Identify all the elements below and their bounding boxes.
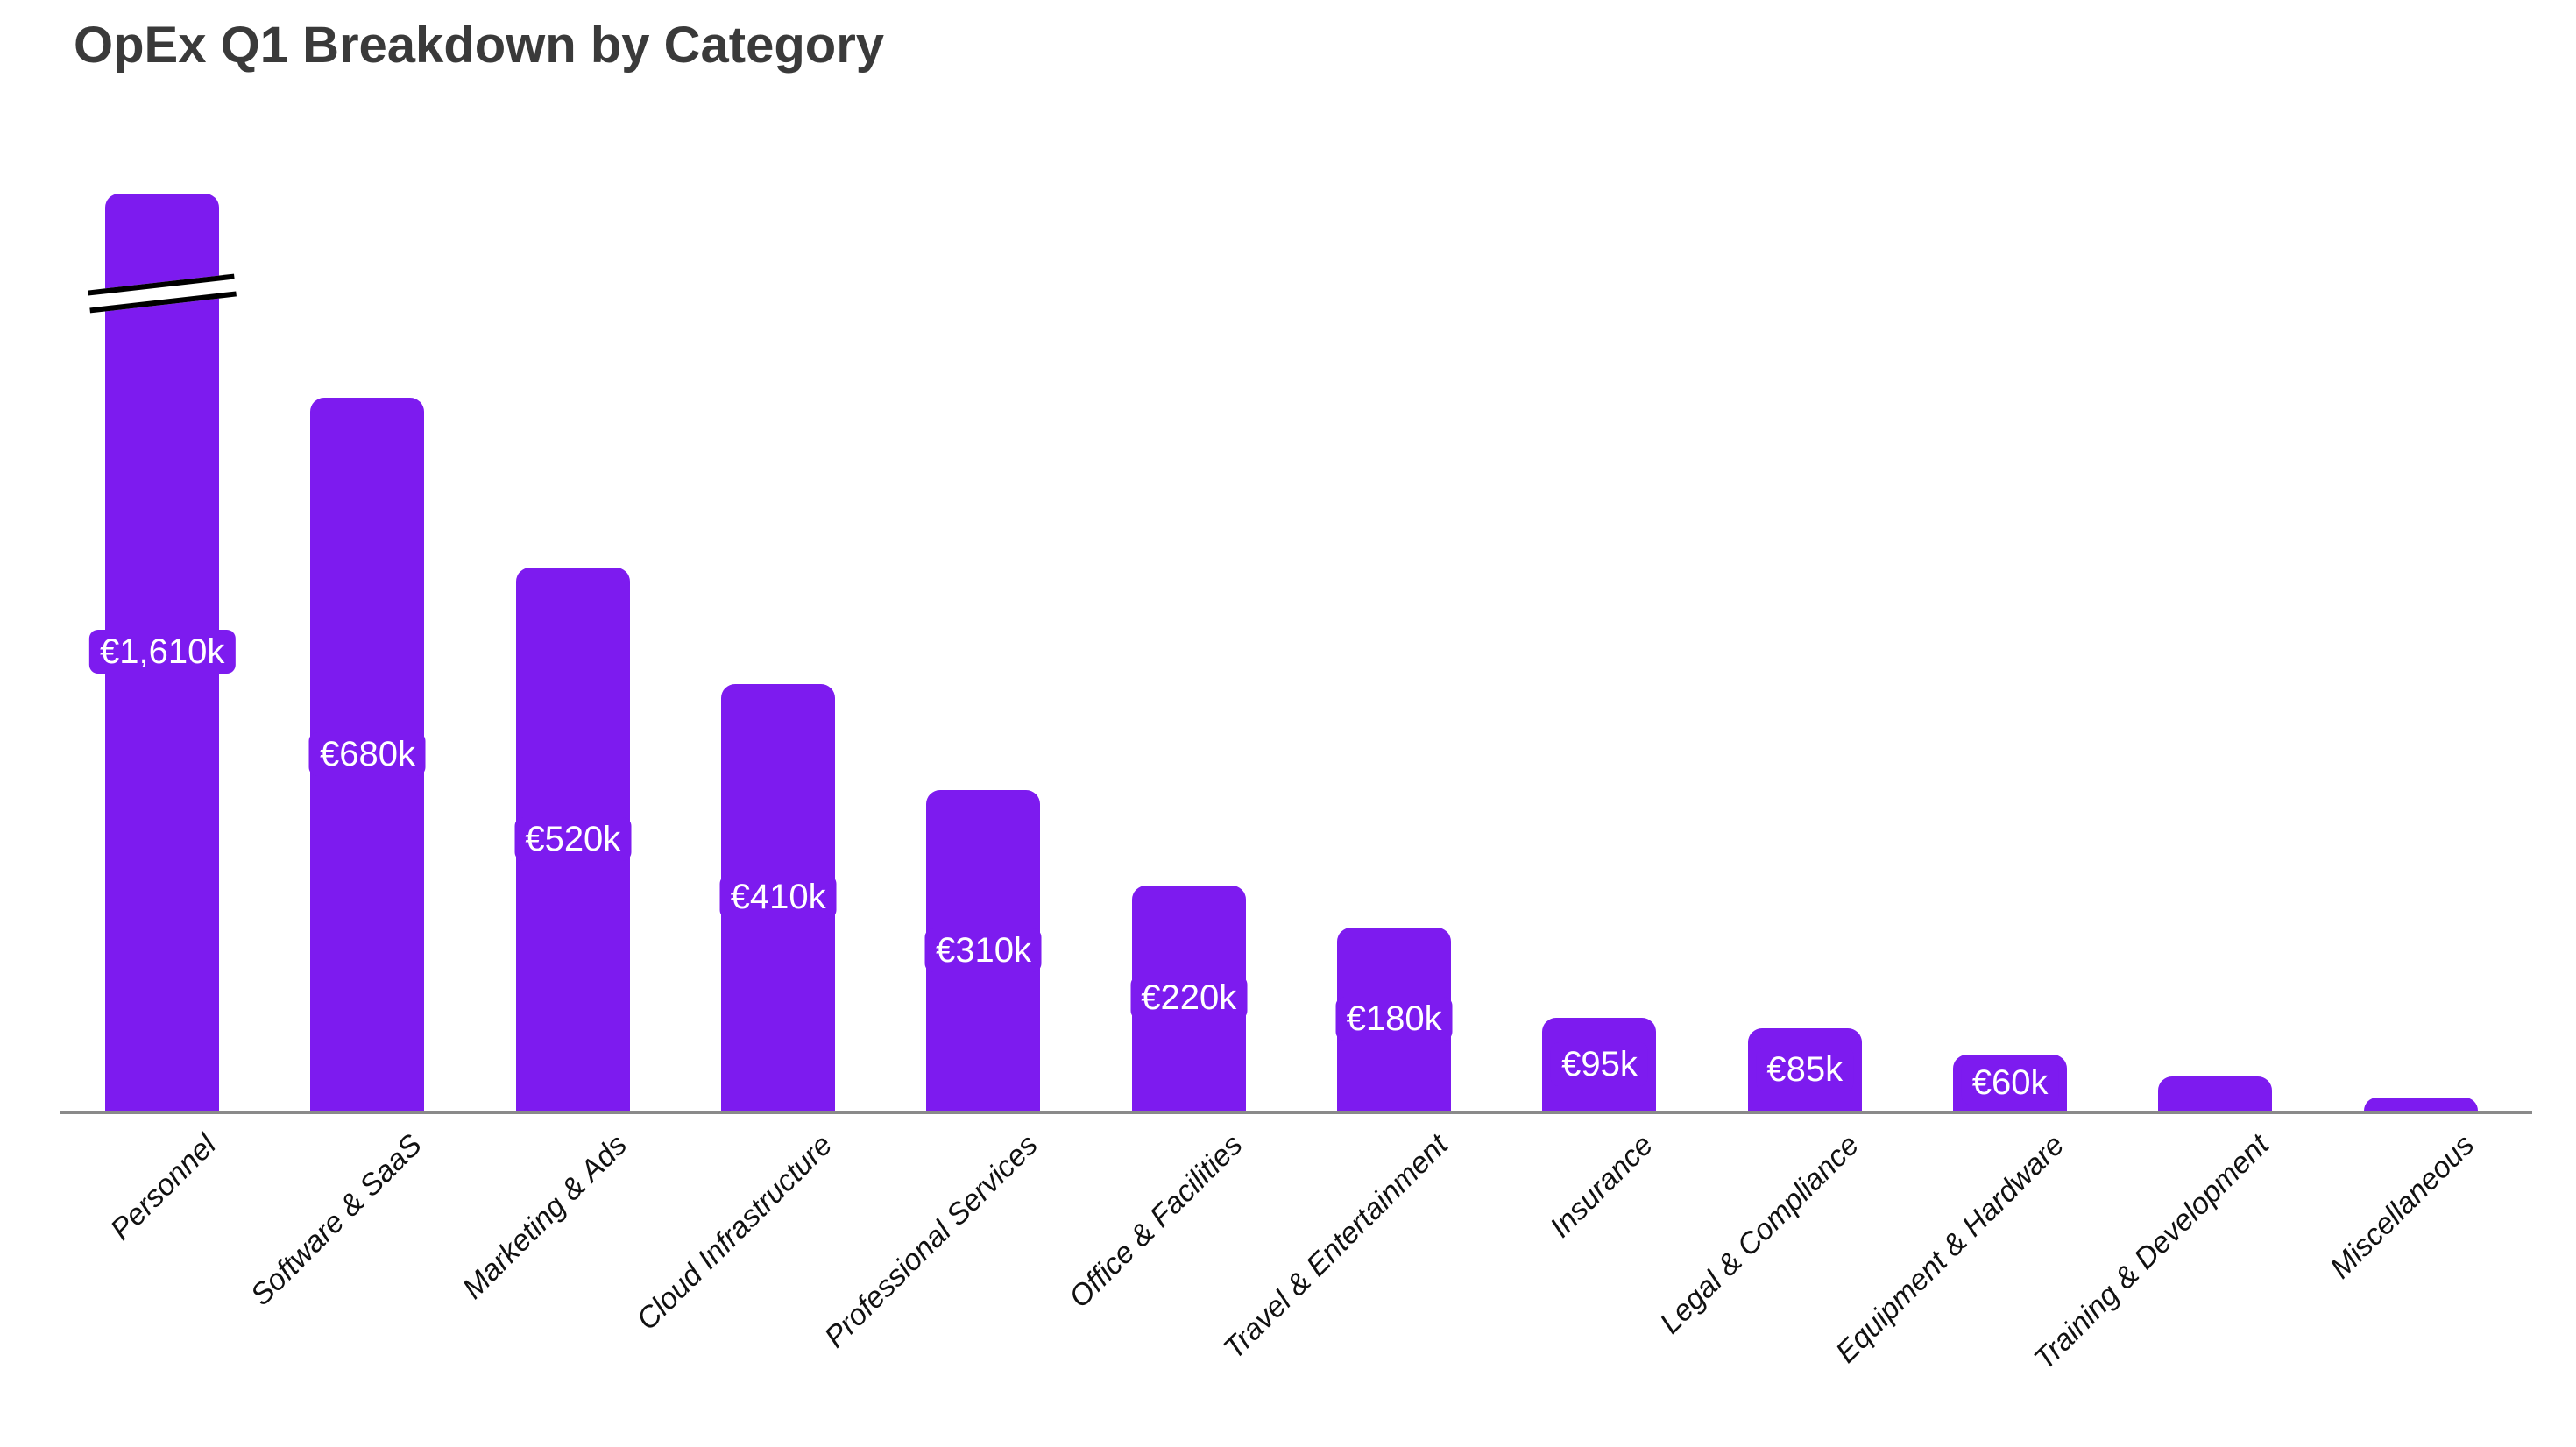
bar-slot: €1,610k Personnel <box>60 0 265 1246</box>
chart-title: OpEx Q1 Breakdown by Category <box>74 17 885 74</box>
bar-value-label: €220k <box>1130 976 1248 1020</box>
bar-slot: Training & Development <box>2028 0 2318 1376</box>
bar-slot: €520k Marketing & Ads <box>456 0 676 1305</box>
x-tick-label: Insurance <box>1543 1128 1660 1245</box>
bar-slot: Miscellaneous <box>2318 0 2523 1285</box>
bar-value-label: €60k <box>1961 1061 2059 1105</box>
bar-slot: €95k Insurance <box>1497 0 1702 1244</box>
x-tick-label: Legal & Compliance <box>1652 1128 1865 1341</box>
x-tick-label: Software & SaaS <box>244 1128 428 1312</box>
bar-slot: €180k Travel & Entertainment <box>1217 0 1497 1366</box>
bar-value-label: €410k <box>719 875 837 919</box>
bar-value-label: €310k <box>924 928 1042 972</box>
bar-value-label: €520k <box>514 817 632 861</box>
bar-value-label: €180k <box>1335 997 1453 1041</box>
bar-miscellaneous <box>2363 1098 2478 1111</box>
bar-slot: €85k Legal & Compliance <box>1653 0 1907 1340</box>
bar-value-label: €95k <box>1551 1042 1648 1086</box>
bar-slot: €680k Software & SaaS <box>244 0 470 1312</box>
x-tick-label: Office & Facilities <box>1063 1128 1249 1315</box>
x-tick-label: Equipment & Hardware <box>1829 1128 2070 1370</box>
x-tick-label: Travel & Entertainment <box>1217 1128 1455 1366</box>
x-tick-label: Miscellaneous <box>2324 1128 2481 1286</box>
bar-slot: €410k Cloud Infrastructure <box>630 0 881 1337</box>
bar-slot: €310k Professional Services <box>817 0 1086 1354</box>
bar-value-label: €1,610k <box>88 630 236 674</box>
bar-value-label: €680k <box>308 732 426 776</box>
plot-area: €1,610k Personnel €680k Software & SaaS €520… <box>60 0 2523 1376</box>
x-axis-line <box>60 1111 2532 1114</box>
x-tick-label: Marketing & Ads <box>456 1128 633 1306</box>
bar-training-development <box>2158 1076 2273 1111</box>
x-tick-label: Professional Services <box>817 1128 1044 1355</box>
bar-slot: €220k Office & Facilities <box>1063 0 1292 1315</box>
x-tick-label: Training & Development <box>2028 1128 2276 1376</box>
x-tick-label: Cloud Infrastructure <box>630 1128 839 1338</box>
bar-value-label: €85k <box>1756 1048 1854 1091</box>
x-tick-label: Personnel <box>103 1128 223 1247</box>
bar-slot: €60k Equipment & Hardware <box>1829 0 2112 1369</box>
